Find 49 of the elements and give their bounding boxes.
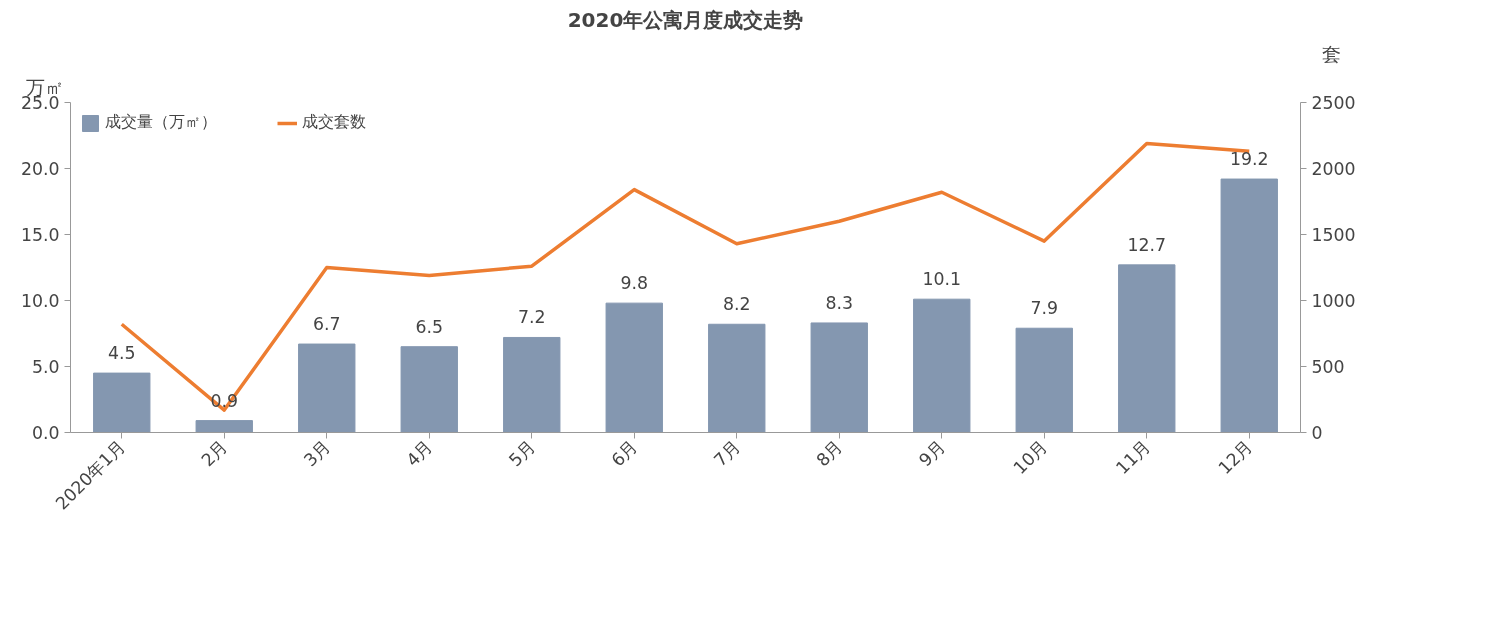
data-label: 7.2	[517, 307, 546, 328]
x-tick-label: 2月	[197, 436, 232, 471]
x-tick-label: 7月	[709, 436, 744, 471]
y2-tick-label: 1000	[1311, 291, 1356, 311]
y2-tick-label: 0	[1311, 423, 1323, 443]
data-label: 8.3	[825, 292, 854, 313]
data-label: 4.5	[107, 343, 136, 364]
data-label: 7.9	[1030, 298, 1059, 319]
y2-tick-label: 2000	[1311, 159, 1356, 179]
y2-tick-label: 500	[1311, 357, 1345, 377]
bar	[503, 336, 561, 433]
x-tick-label: 10月	[1009, 436, 1052, 479]
y2-tick-label: 2500	[1311, 93, 1356, 113]
data-label: 10.1	[922, 269, 962, 290]
x-tick-label: 11月	[1112, 436, 1154, 479]
x-tick-label: 12月	[1214, 436, 1257, 479]
bar	[1015, 327, 1073, 433]
bar	[195, 420, 253, 433]
bar	[1220, 178, 1278, 433]
y2-axis-title: 套	[1321, 43, 1341, 65]
data-label: 19.2	[1229, 149, 1269, 170]
data-label: 6.7	[312, 314, 341, 335]
y-tick-label: 20.0	[20, 159, 60, 179]
y-tick-label: 5.0	[31, 357, 60, 377]
bar	[1118, 264, 1176, 433]
data-label: 12.7	[1127, 234, 1167, 255]
y-tick-label: 10.0	[20, 291, 60, 311]
chart-title: 2020年公寓月度成交走势	[567, 7, 804, 32]
x-tick-label: 3月	[299, 436, 334, 471]
bar	[400, 346, 458, 433]
x-tick-label: 6月	[607, 436, 642, 471]
legend-label: 成交量（万㎡）	[105, 112, 217, 133]
legend-label: 成交套数	[302, 112, 366, 133]
x-tick-label: 4月	[402, 436, 437, 471]
bar	[708, 323, 766, 433]
x-tick-label: 8月	[812, 436, 847, 471]
data-label: 8.2	[722, 294, 751, 315]
x-tick-label: 9月	[914, 436, 949, 471]
y-tick-label: 15.0	[20, 225, 60, 245]
data-label: 9.8	[620, 273, 649, 294]
x-tick-label: 5月	[504, 436, 539, 471]
bar	[605, 302, 663, 433]
bar	[810, 322, 868, 433]
y-tick-label: 0.0	[31, 423, 60, 443]
bar	[913, 298, 971, 433]
data-label: 6.5	[415, 316, 444, 337]
bar	[298, 343, 356, 433]
y2-tick-label: 1500	[1311, 225, 1356, 245]
bar	[93, 372, 151, 433]
